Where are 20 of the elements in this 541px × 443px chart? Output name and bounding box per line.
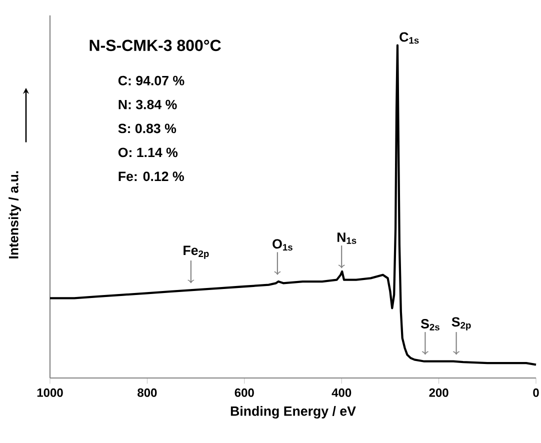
x-tick-label: 1000 — [37, 388, 63, 397]
annotation: S$_{2p}$ — [452, 317, 471, 330]
x-tick-label: 600 — [234, 388, 254, 397]
annotation: C$_{1s}$ — [400, 32, 419, 44]
x-tick-label: 200 — [429, 388, 448, 397]
x-tick-label: 800 — [138, 388, 157, 397]
x-tick-label: 0 — [533, 388, 539, 397]
x-tick-label: 400 — [332, 388, 352, 397]
annotation: Fe: 0.12 % — [118, 172, 184, 182]
chart-title: N-S-CMK-3 800°C — [90, 40, 221, 52]
annotation: O$_{1s}$ — [272, 239, 292, 251]
annotation: N$_{1s}$ — [337, 232, 356, 244]
x-axis-title: Binding Energy / eV — [230, 406, 356, 419]
annotation: S$_{2s}$ — [420, 319, 440, 330]
annotation: S: 0.83 % — [118, 124, 176, 134]
annotation: O: 1.14 % — [118, 148, 178, 158]
annotation: N: 3.84 % — [118, 100, 177, 110]
annotation: C: 94.07 % — [118, 76, 184, 86]
annotation: Fe$_{2p}$ — [184, 246, 209, 259]
y-axis-title: Intensity / a.u. — [8, 171, 21, 258]
